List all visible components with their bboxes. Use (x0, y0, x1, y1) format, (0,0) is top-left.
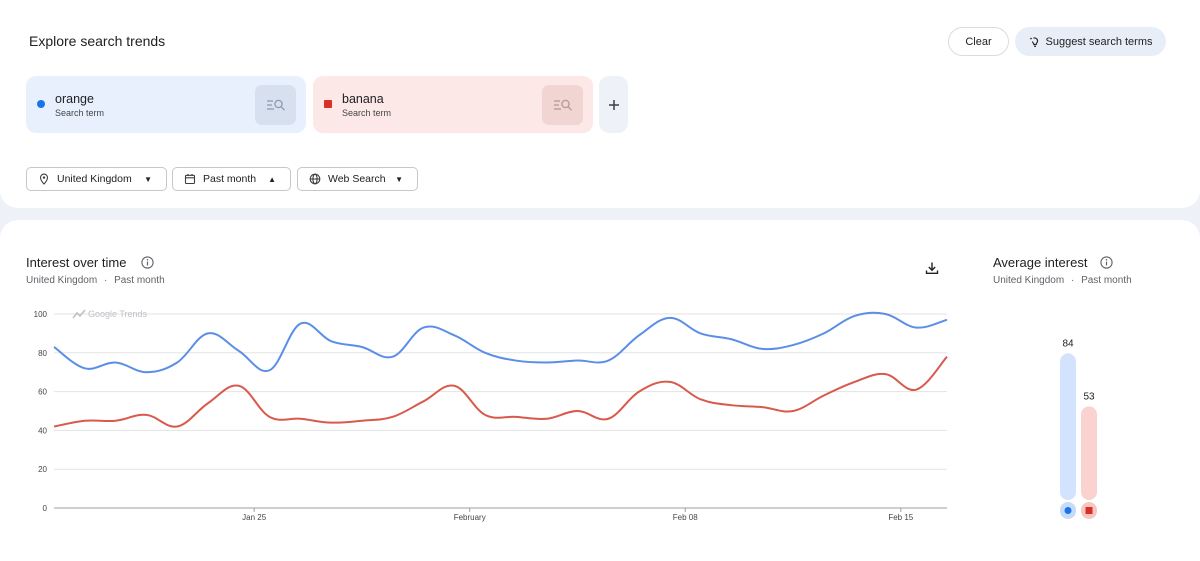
google-trends-watermark: Google Trends (88, 309, 148, 319)
search-type-filter-dropdown[interactable]: Web Search ▼ (297, 167, 418, 191)
region-filter-value: United Kingdom (57, 173, 132, 185)
globe-icon (309, 173, 321, 185)
series-line-banana (53, 355, 948, 428)
interest-over-time-subtitle: United Kingdom · Past month (26, 275, 165, 286)
search-term-name[interactable]: orange (55, 92, 94, 106)
search-term-options-button[interactable] (255, 85, 296, 125)
series-line-orange (53, 311, 948, 374)
y-tick-label: 0 (43, 504, 48, 513)
download-icon[interactable] (924, 260, 940, 276)
caret-down-icon: ▼ (144, 174, 152, 184)
search-term-type: Search term (55, 108, 105, 118)
page-title: Explore search trends (29, 33, 166, 49)
results-panel: Interest over time United Kingdom · Past… (0, 220, 1200, 561)
subtitle-separator: · (1070, 275, 1075, 286)
caret-down-icon: ▼ (395, 174, 403, 184)
region-filter-dropdown[interactable]: United Kingdom ▼ (26, 167, 167, 191)
y-tick-label: 40 (38, 426, 47, 435)
explore-panel: Explore search trends Clear Suggest sear… (0, 0, 1200, 208)
add-search-term-button[interactable] (599, 76, 628, 133)
time-filter-value: Past month (203, 173, 257, 185)
y-tick-label: 20 (38, 465, 47, 474)
manage-search-icon (266, 98, 286, 112)
average-interest-title: Average interest (993, 255, 1088, 270)
caret-up-icon: ▲ (268, 174, 276, 184)
search-term-options-button[interactable] (542, 85, 583, 125)
clear-button[interactable]: Clear (948, 27, 1009, 56)
suggest-search-terms-label: Suggest search terms (1045, 35, 1153, 48)
average-interest-value: 84 (1062, 338, 1074, 349)
time-filter-dropdown[interactable]: Past month ▲ (172, 167, 291, 191)
average-interest-bar (1081, 406, 1097, 500)
banana-series-square (1085, 507, 1093, 514)
x-tick-label: Jan 25 (242, 513, 267, 522)
calendar-icon (184, 173, 196, 185)
search-type-filter-value: Web Search (328, 173, 386, 185)
average-interest-value: 53 (1083, 391, 1095, 402)
manage-search-icon (553, 98, 573, 112)
search-term-card-orange[interactable]: orange Search term (26, 76, 306, 133)
x-tick-label: Feb 15 (888, 513, 913, 522)
search-term-name[interactable]: banana (342, 92, 384, 106)
subtitle-period: Past month (114, 275, 165, 286)
x-tick-label: Feb 08 (673, 513, 698, 522)
average-interest-bar (1060, 353, 1076, 500)
search-term-card-banana[interactable]: banana Search term (313, 76, 593, 133)
subtitle-region: United Kingdom (26, 275, 98, 286)
x-tick-label: February (454, 513, 486, 522)
sparkle-bulb-icon (1029, 36, 1041, 48)
info-icon[interactable] (1100, 256, 1113, 269)
google-trends-logo-icon (72, 309, 86, 319)
location-pin-icon (38, 173, 50, 185)
interest-over-time-title: Interest over time (26, 255, 127, 270)
average-interest-subtitle: United Kingdom · Past month (993, 275, 1132, 286)
info-icon[interactable] (141, 256, 154, 269)
plus-icon (608, 99, 620, 111)
subtitle-period: Past month (1081, 275, 1132, 286)
banana-series-square (324, 100, 332, 108)
subtitle-separator: · (103, 275, 108, 286)
suggest-search-terms-button[interactable]: Suggest search terms (1015, 27, 1166, 56)
orange-series-dot (1064, 507, 1072, 514)
subtitle-region: United Kingdom (993, 275, 1065, 286)
y-tick-label: 100 (34, 310, 48, 319)
y-tick-label: 60 (38, 388, 47, 397)
orange-series-dot (37, 100, 45, 108)
search-term-type: Search term (342, 108, 392, 118)
y-tick-label: 80 (38, 349, 47, 358)
